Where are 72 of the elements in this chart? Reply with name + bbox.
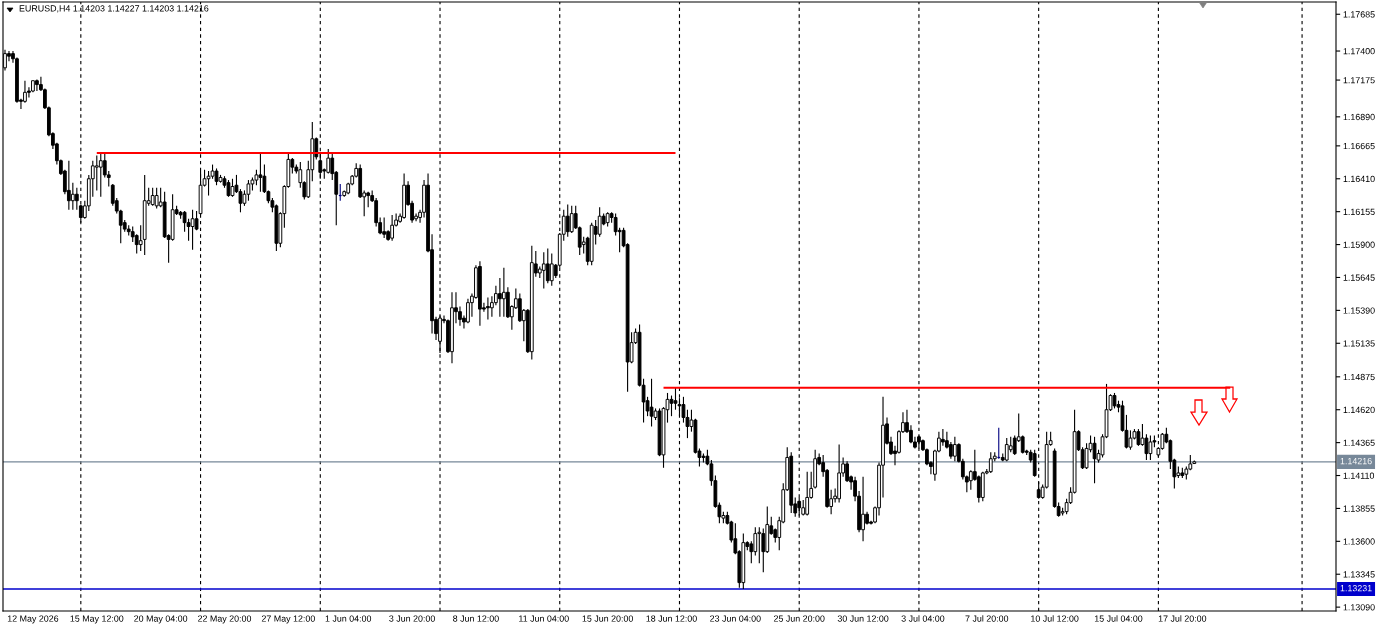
y-tick-label: 1.16890 <box>1343 113 1375 121</box>
y-tick-label: 1.14110 <box>1343 472 1375 479</box>
candlestick <box>190 209 195 251</box>
y-tick-label: 1.17175 <box>1343 77 1375 84</box>
candlestick <box>497 277 502 318</box>
candlestick <box>66 160 71 211</box>
y-tick-label: 1.14875 <box>1343 373 1375 381</box>
y-tick-label: 1.13345 <box>1343 571 1375 578</box>
candlestick <box>258 152 263 193</box>
candlestick <box>35 78 39 92</box>
y-tick-label: 1.15390 <box>1343 307 1375 314</box>
candlestick <box>501 267 506 318</box>
ref-line-label: 1.13231 <box>1340 585 1372 592</box>
y-tick-label: 1.13855 <box>1343 505 1375 512</box>
candlestick <box>98 152 103 198</box>
y-tick-label: 1.17400 <box>1343 48 1375 55</box>
x-tick-label: 10 Jul 12:00 <box>1031 615 1079 622</box>
candlestick <box>761 527 766 573</box>
x-tick-label: 20 May 04:00 <box>134 615 188 624</box>
candlestick <box>569 205 574 234</box>
x-tick-label: 11 Jun 04:00 <box>519 615 569 622</box>
x-tick-label: 23 Jun 04:00 <box>710 615 761 622</box>
y-tick-label: 1.14620 <box>1343 406 1375 414</box>
y-tick-label: 1.16410 <box>1343 175 1375 183</box>
y-tick-label: 1.17685 <box>1343 11 1375 18</box>
chart-title: EURUSD,H4 1.14203 1.14227 1.14203 1.14216 <box>19 5 209 13</box>
candlestick <box>549 253 554 287</box>
x-tick-label: 3 Jun 20:00 <box>389 615 435 622</box>
candlestick <box>94 154 99 191</box>
candlestick <box>486 296 490 320</box>
candlestick <box>757 526 762 564</box>
y-tick-label: 1.15900 <box>1343 241 1375 248</box>
candlestick <box>466 298 470 324</box>
y-tick-label: 1.14365 <box>1343 439 1375 446</box>
candlestick <box>78 204 83 224</box>
x-tick-label: 22 May 20:00 <box>198 615 252 624</box>
x-tick-label: 7 Jul 20:00 <box>965 615 1009 622</box>
candlestick <box>326 148 331 175</box>
y-tick-label: 1.13600 <box>1343 538 1375 545</box>
candlestick <box>597 206 602 238</box>
x-tick-label: 30 Jun 12:00 <box>837 615 889 622</box>
x-tick-label: 8 Jun 12:00 <box>453 615 499 622</box>
x-tick-label: 17 Jul 20:00 <box>1158 615 1207 622</box>
y-tick-label: 1.16665 <box>1343 142 1375 150</box>
x-tick-label: 15 Jul 04:00 <box>1094 615 1143 622</box>
x-tick-label: 3 Jul 04:00 <box>901 615 945 622</box>
candlestick <box>845 460 849 483</box>
candlestick <box>861 476 865 542</box>
candlestick <box>565 204 570 238</box>
x-tick-label: 15 May 12:00 <box>70 615 124 624</box>
candlestick <box>70 182 75 211</box>
candlestick <box>382 216 387 239</box>
y-tick-label: 1.15135 <box>1343 340 1375 347</box>
x-tick-label: 18 Jun 12:00 <box>646 615 697 622</box>
candlestick <box>246 179 251 202</box>
x-tick-label: 25 Jun 20:00 <box>773 615 825 622</box>
candlestick <box>230 178 235 198</box>
candlestick <box>545 247 550 284</box>
x-tick-label: 27 May 12:00 <box>261 615 315 624</box>
x-tick-label: 1 Jun 04:00 <box>325 615 372 622</box>
candlestick <box>154 187 159 209</box>
y-tick-label: 1.16155 <box>1343 208 1375 215</box>
candlestick <box>976 474 981 504</box>
candlestick <box>150 187 155 207</box>
candlestick <box>23 80 27 104</box>
x-tick-label: 15 Jun 20:00 <box>582 615 633 622</box>
y-tick-label: 1.13090 <box>1343 604 1375 611</box>
candlestick <box>649 378 654 428</box>
ref-line-label: 1.14216 <box>1340 457 1372 465</box>
y-tick-label: 1.15645 <box>1343 274 1375 281</box>
x-tick-label: 12 May 2026 <box>7 615 59 624</box>
candlestick <box>805 471 810 517</box>
